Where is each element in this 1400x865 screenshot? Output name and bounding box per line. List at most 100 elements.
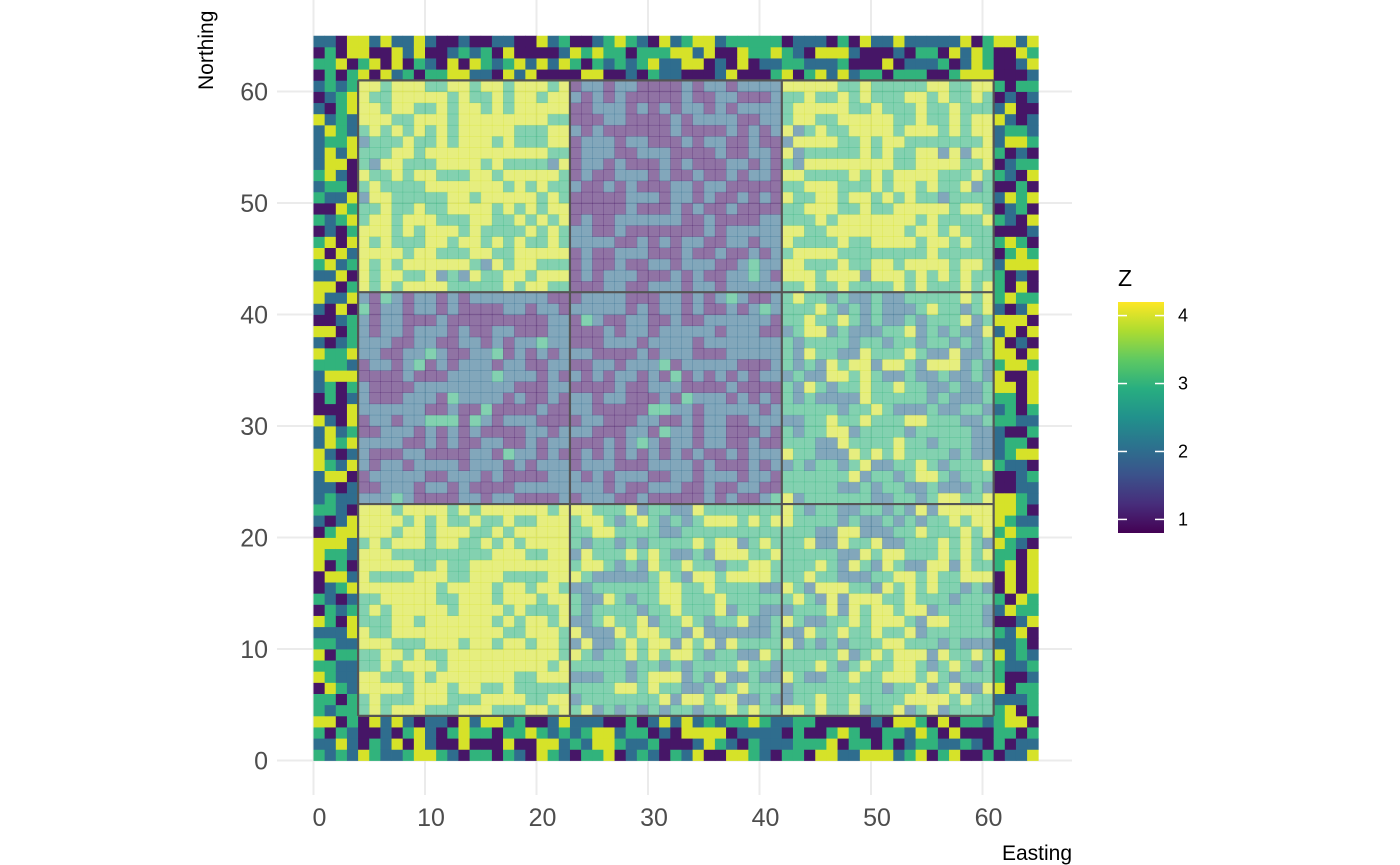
heatmap-cell [313,492,326,505]
heatmap-cell [592,35,604,48]
heatmap-cell [781,58,794,70]
heatmap-cell [480,336,493,349]
heatmap-cell [726,727,738,739]
heatmap-cell [346,437,359,449]
heatmap-cell [982,124,995,137]
heatmap-cell [681,715,693,728]
heatmap-cell [346,459,359,471]
heatmap-cell [648,593,660,605]
heatmap-cell [603,258,615,271]
heatmap-cell [447,147,459,159]
heatmap-cell [402,225,415,237]
heatmap-cell [804,515,816,527]
heatmap-cell [614,359,627,371]
heatmap-cell [480,370,493,382]
heatmap-cell [815,292,827,304]
x-tick-label: 30 [640,804,668,832]
heatmap-cell [648,292,660,304]
heatmap-cell [614,426,627,438]
heatmap-cell [503,247,515,260]
heatmap-cell [625,281,638,293]
heatmap-cell [447,537,459,550]
heatmap-cell [324,169,337,182]
heatmap-cell [625,392,638,405]
heatmap-cell [346,46,359,59]
heatmap-cell [425,615,437,628]
heatmap-cell [458,637,470,650]
heatmap-cell [681,470,693,483]
heatmap-cell [692,414,705,427]
heatmap-cell [871,225,883,237]
heatmap-cell [937,459,950,471]
heatmap-cell [971,158,983,170]
heatmap-cell [926,169,939,182]
heatmap-cell [625,269,638,282]
heatmap-cell [737,671,749,683]
heatmap-cell [726,481,738,494]
heatmap-cell [391,147,404,159]
heatmap-cell [547,671,560,683]
heatmap-cell [882,515,894,527]
heatmap-cell [781,570,794,583]
heatmap-cell [503,191,515,204]
heatmap-cell [1004,147,1017,159]
heatmap-cell [525,392,537,405]
heatmap-cell [335,403,348,416]
heatmap-cell [804,247,816,260]
heatmap-cell [1004,91,1017,104]
heatmap-cell [815,403,827,416]
heatmap-cell [1004,559,1017,572]
heatmap-cell [636,46,649,59]
heatmap-cell [960,604,972,616]
heatmap-cell [792,481,805,494]
heatmap-cell [335,225,348,237]
heatmap-cell [748,147,760,159]
heatmap-cell [369,359,381,371]
heatmap-cell [592,403,604,416]
heatmap-cell [369,492,381,505]
heatmap-cell [681,381,693,393]
heatmap-cell [335,370,348,382]
heatmap-cell [1004,649,1017,661]
heatmap-cell [915,247,928,260]
heatmap-cell [971,46,983,59]
heatmap-cell [536,626,549,639]
heatmap-cell [525,715,537,728]
heatmap-cell [792,715,805,728]
heatmap-cell [937,437,950,449]
heatmap-cell [335,347,348,360]
heatmap-cell [391,69,404,81]
heatmap-cell [1015,403,1028,416]
heatmap-cell [569,459,582,471]
heatmap-cell [491,191,504,204]
heatmap-cell [904,749,916,761]
heatmap-cell [681,124,693,137]
heatmap-cell [993,570,1006,583]
heatmap-cell [358,504,370,516]
heatmap-cell [603,682,615,694]
heatmap-cell [726,359,738,371]
heatmap-cell [380,749,392,761]
heatmap-cell [937,258,950,271]
heatmap-cell [625,102,638,115]
heatmap-cell [770,481,783,494]
heatmap-cell [926,715,939,728]
heatmap-cell [503,370,515,382]
heatmap-cell [893,247,905,260]
heatmap-cell [358,225,370,237]
heatmap-cell [625,637,638,650]
heatmap-cell [837,214,850,226]
heatmap-cell [714,615,727,628]
heatmap-cell [848,80,861,92]
heatmap-cell [770,247,783,260]
heatmap-cell [815,370,827,382]
heatmap-cell [514,515,526,527]
heatmap-cell [770,169,783,182]
heatmap-cell [324,437,337,449]
heatmap-cell [837,136,850,148]
heatmap-cell [681,225,693,237]
heatmap-cell [826,481,838,494]
heatmap-cell [1015,515,1028,527]
heatmap-cell [837,414,850,427]
heatmap-cell [648,526,660,538]
